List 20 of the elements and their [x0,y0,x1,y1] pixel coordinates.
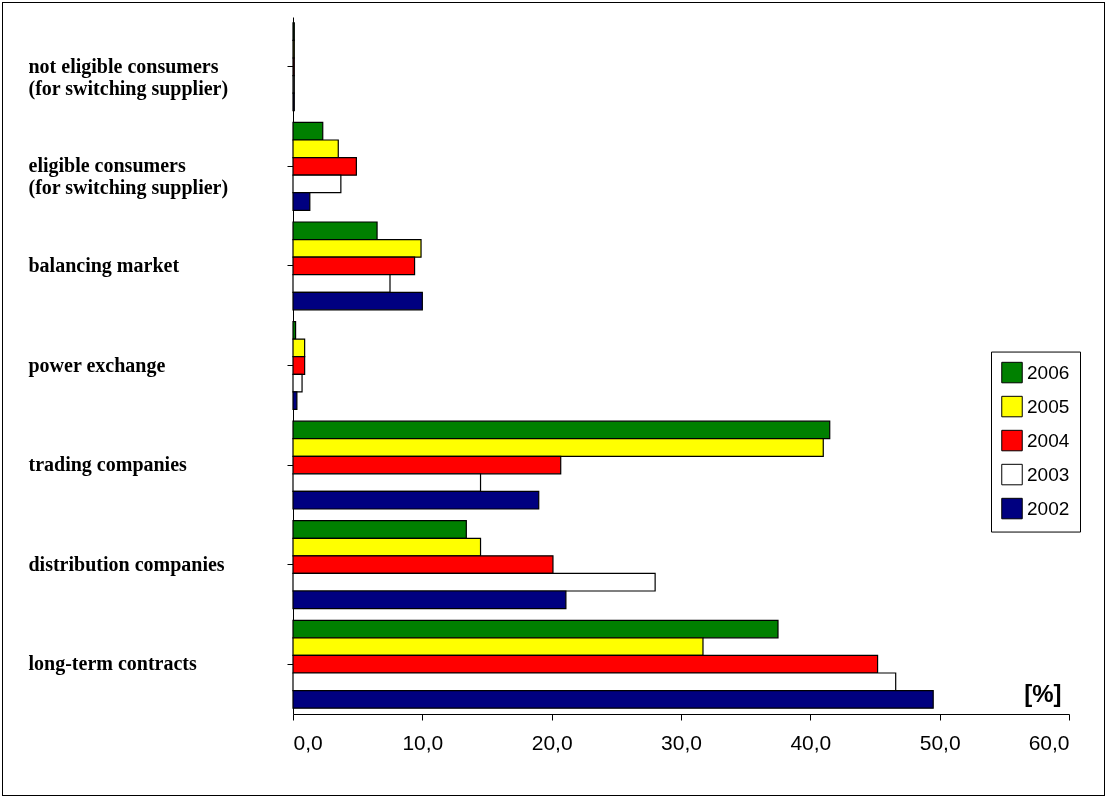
x-tick-label: 50,0 [919,730,961,754]
y-tick-label: trading companies [28,453,188,477]
legend-label: 2004 [1027,429,1070,451]
y-tick-label: not eligible consumers (for switching supplier) [28,54,229,100]
x-tick-label: 40,0 [790,730,832,754]
x-tick-label: 20,0 [531,730,573,754]
y-tick-label: distribution companies [28,552,225,576]
x-tick-label: 0,0 [293,730,323,754]
x-tick-label: 60,0 [1028,730,1070,754]
legend-label: 2006 [1027,361,1070,383]
x-tick-label: 10,0 [402,730,444,754]
x-tick-label: 30,0 [661,730,702,754]
legend-label: 2005 [1027,395,1070,417]
y-tick-label: eligible consumers (for switching supplier) [28,154,229,200]
y-tick-label: long-term contracts [28,652,197,676]
legend-label: 2002 [1027,497,1070,519]
x-axis-title: [%] [1024,679,1062,707]
y-tick-label: power exchange [28,353,166,377]
y-tick-label: balancing market [28,253,180,277]
legend-label: 2003 [1027,463,1070,485]
